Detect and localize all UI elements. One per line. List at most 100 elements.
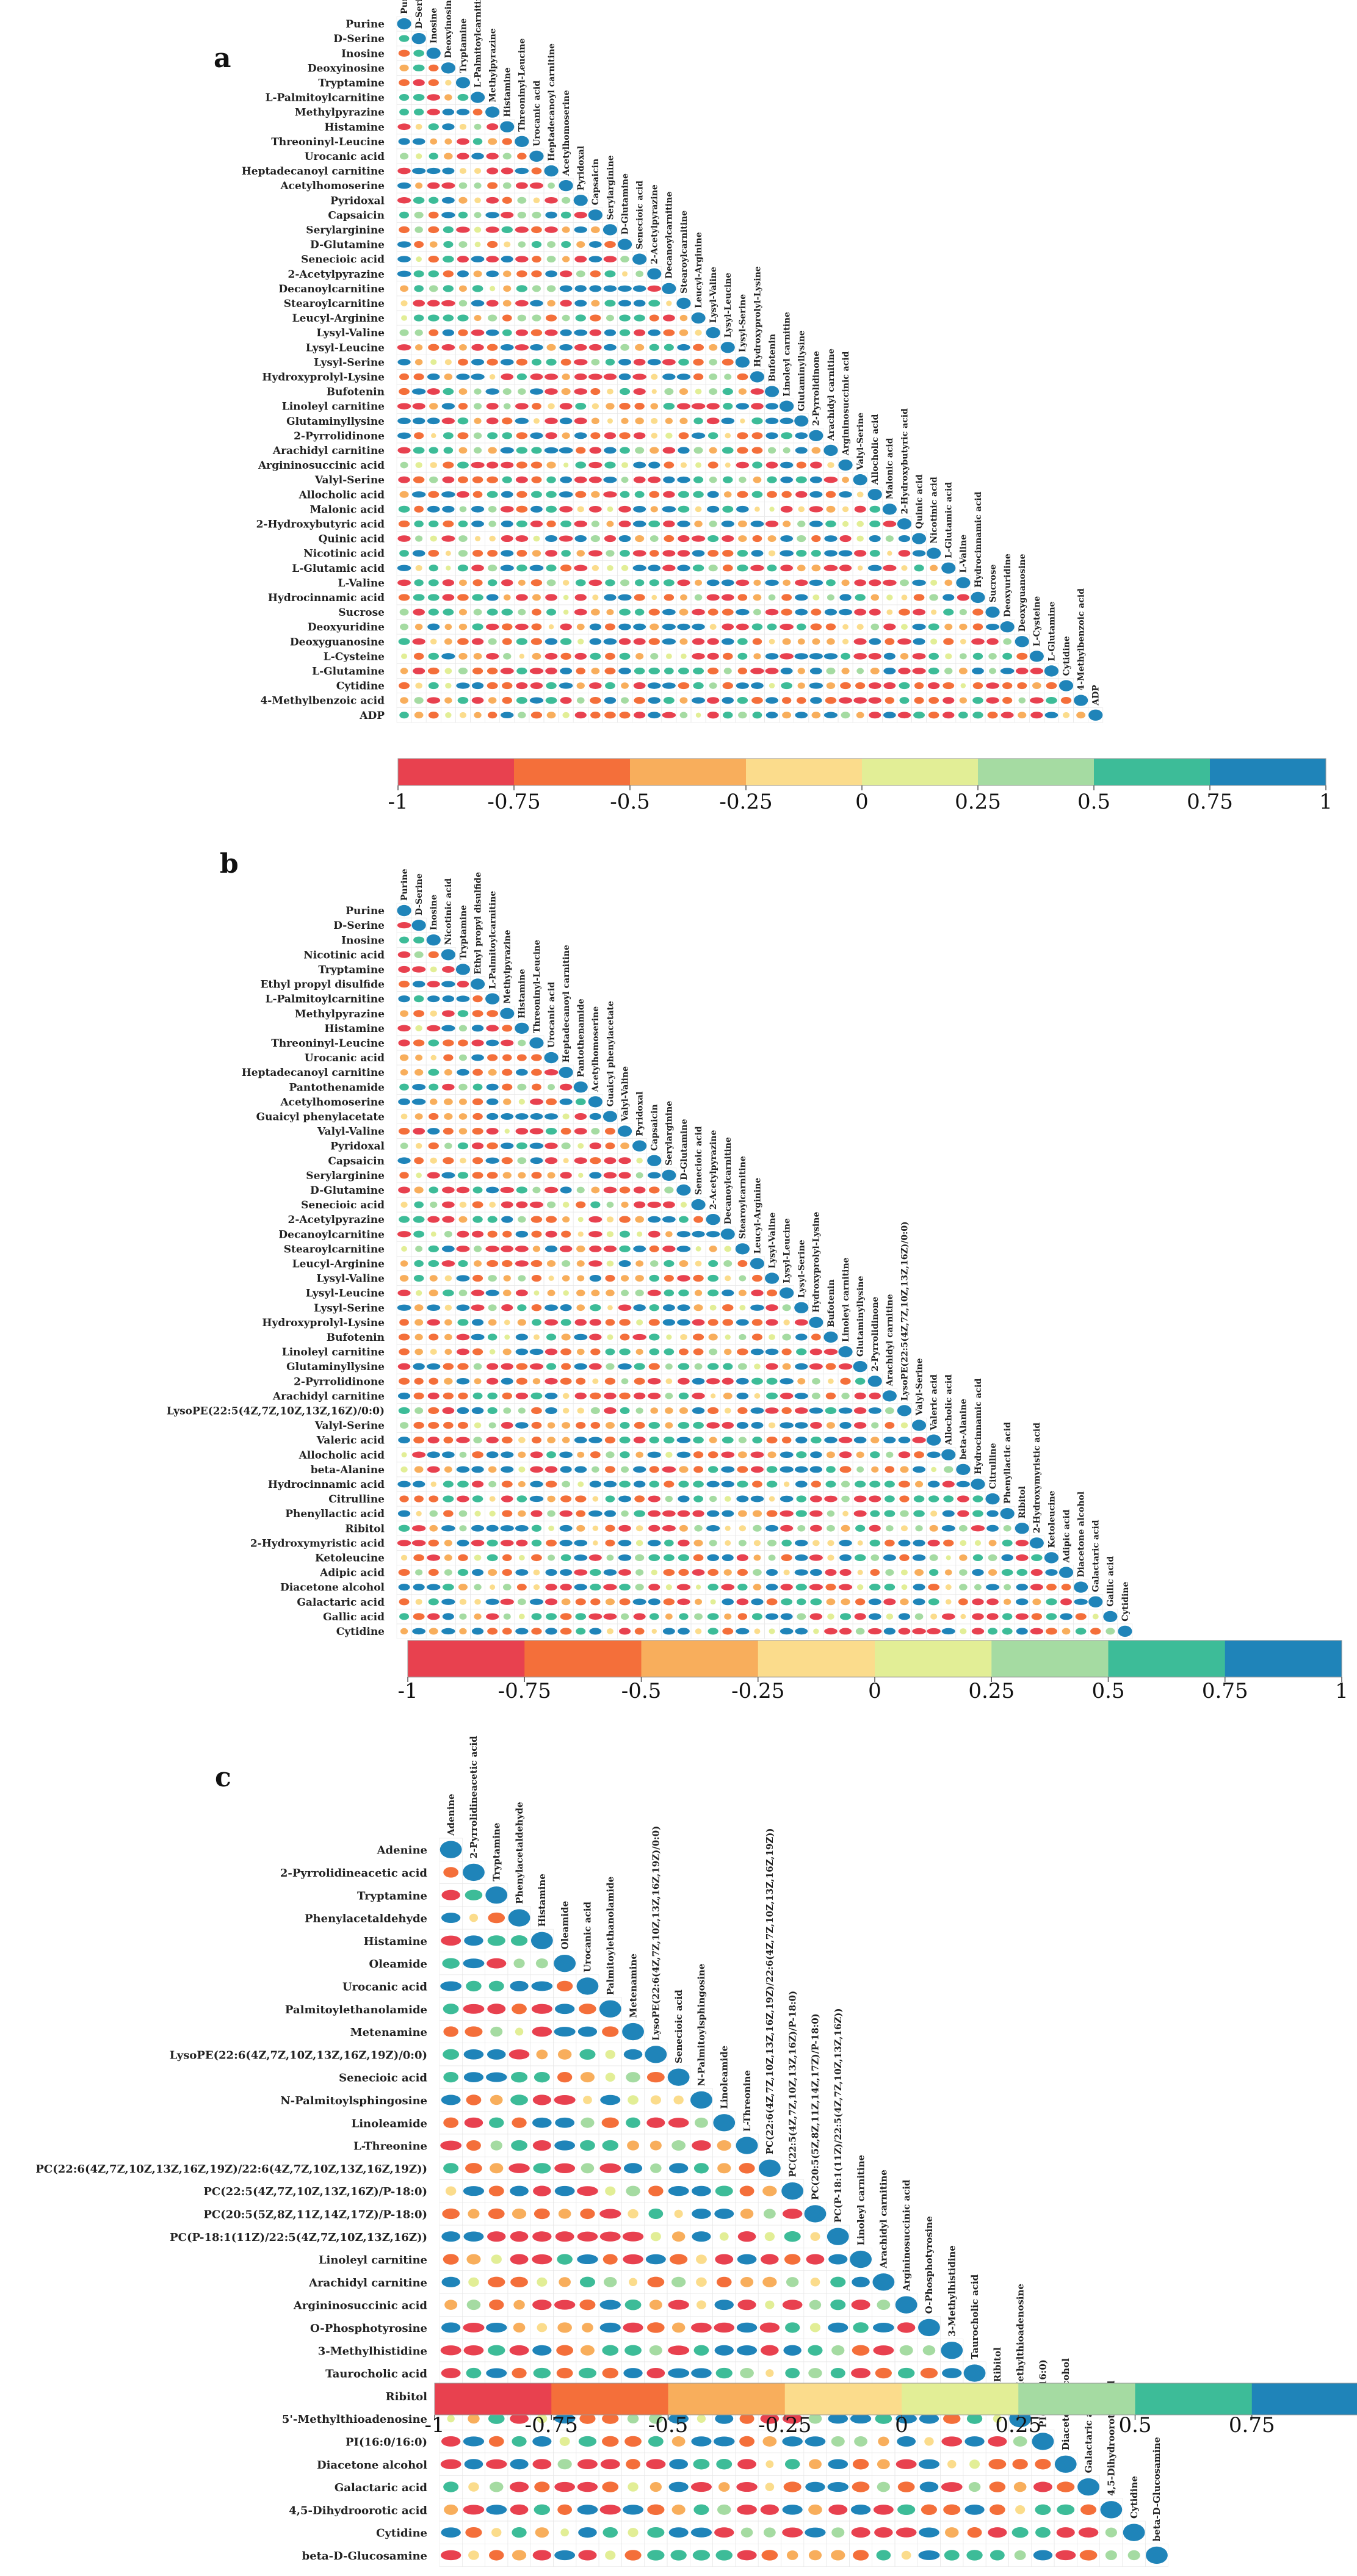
corr-mark-malonic-acid-d-glutamine [618,505,631,513]
corr-mark-hydroxyprolyl-lysine-d-serine [413,373,424,381]
corr-mark-hydroxyprolyl-lysine-tryptamine [457,1319,469,1326]
corr-mark-2-hydroxybutyric-acid-pyridoxal [574,521,588,527]
corr-mark-phenyllactic-acid-linoleyl-carnitine [842,1510,849,1517]
corr-mark-hydrocinnamic-acid-d-serine [413,594,425,601]
corr-mark-decanoylcarnitine-methylpyrazine [490,286,496,292]
corr-mark-deoxyuridine-deoxyinosine [444,624,452,630]
corr-mark-threoninyl-leucine-methylpyrazine [501,1039,514,1047]
corr-mark-stearoylcarnitine-guaicyl-phenylacetate [603,1246,617,1252]
corr-mark-adipic-acid-ethyl-propyl-disulfide [471,1568,484,1576]
corr-mark-phenyllactic-acid-hydroxyprolyl-lysine [809,1510,823,1517]
corr-mark-senecioic-acid-threoninyl-leucine [515,256,529,262]
corr-mark-deoxyuridine-heptadecanoyl-carnitine [548,624,554,630]
corr-mark-beta-alanine-threoninyl-leucine [530,1466,543,1473]
corr-mark-lysyl-serine-heptadecanoyl-carnitine [546,358,557,366]
corr-mark-l-glutamic-acid-decanoylcarnitine [662,565,676,572]
corr-mark-decanoylcarnitine-l-palmitoylcarnitine [487,1230,498,1238]
corr-mark-l-valine-d-glutamine [620,579,630,586]
corr-mark-l-cysteine-lysyl-leucine [722,652,733,660]
corr-mark-cytidine-2-pyrrolidinone [868,1628,882,1635]
corr-mark-bufotenin-valyl-valine [620,1333,630,1341]
corr-mark-heptadecanoyl-carnitine-d-serine [414,1069,424,1076]
corr-mark-l-cysteine-capsaicin [590,652,601,660]
corr-mark-l-valine-tryptamine [459,579,467,586]
corr-mark-guaicyl-phenylacetate-l-palmitoylcarnitine [487,1113,499,1120]
corr-mark-4-methylbenzoic-acid-pyridoxal [576,697,585,704]
corr-mark-hydroxyprolyl-lysine-lysyl-serine [737,373,748,381]
corr-mark-deoxyguanosine-bufotenin [769,638,775,644]
corr-mark-2-hydroxybutyric-acid-threoninyl-leucine [516,520,527,528]
corr-mark-2-acetylpyrazine-d-glutamine [622,271,628,277]
corr-mark-pyridoxal-inosine [428,1142,439,1150]
corr-mark-argininosuccinic-acid-hydroxyprolyl-lysine [752,461,762,469]
corr-mark-linoleyl-carnitine-bufotenin [765,403,779,410]
corr-mark-pantothenamide-heptadecanoyl-carnitine [559,1083,573,1091]
corr-mark-lysyl-serine-d-serine [414,1304,424,1311]
corr-mark-hydrocinnamic-acid-lysyl-serine [737,594,748,601]
diag-label-pyridoxal: Pyridoxal [576,146,586,190]
corr-mark-valeric-acid-purine [398,1437,410,1444]
corr-mark-stearoylcarnitine-2-acetylpyrazine [709,1246,717,1252]
corr-mark-gallic-acid-lysyl-serine [797,1613,806,1620]
corr-mark-beta-alanine-nicotinic-acid [444,1466,452,1473]
corr-mark-bufotenin-threoninyl-leucine [533,1334,540,1340]
corr-mark-glutaminyllysine-linoleyl-carnitine [838,1363,853,1370]
corr-mark-glutaminyllysine-decanoylcarnitine [723,1363,733,1370]
corr-mark-adp-2-pyrrolidinone [811,712,821,719]
corr-mark-senecioic-acid-acetylhomoserine [562,256,570,262]
colorbar-tick-label: -0.75 [487,790,540,814]
corr-mark-serylarginine-purine [399,226,410,234]
corr-mark-acetylhomoserine-purine [398,1098,410,1105]
corr-mark-l-cysteine-quinic-acid [912,653,926,660]
corr-mark-decanoylcarnitine-tryptamine [457,1230,469,1238]
corr-mark-lysyl-serine-lysyl-serine [794,1302,809,1313]
corr-mark-sucrose-2-pyrrolidinone [811,608,822,616]
corr-mark-cytidine-valyl-valine [618,1628,631,1635]
corr-mark-sucrose-valyl-serine [854,608,867,616]
corr-mark-cytidine-lysyl-valine [709,682,717,689]
diag-label-cytidine: Cytidine [1062,636,1071,676]
corr-mark-leucyl-arginine-d-glutamine [619,314,631,322]
corr-mark-2-pyrrolidinone-lysyl-serine [797,1377,806,1385]
corr-mark-allocholic-acid-acetylhomoserine [559,491,573,498]
corr-mark-lysyl-leucine-capsaicin [588,344,602,351]
panel-a: aPurineD-SerineInosineDeoxyinosineTrypta… [214,0,1333,814]
corr-mark-glutaminyllysine-tryptamine [457,417,469,425]
corr-mark-d-glutamine-valyl-valine [619,1186,631,1194]
corr-mark-hydroxyprolyl-lysine-threoninyl-leucine [516,373,527,381]
corr-mark-linoleyl-carnitine-lysyl-leucine [723,403,733,410]
corr-mark-histamine-d-serine [415,123,422,130]
corr-mark-2-hydroxybutyric-acid-histamine [501,520,513,527]
corr-mark-lysyl-valine-deoxyinosine [442,329,455,336]
corr-mark-lysope-22-5-4z-7z-10z-13z-16z-0-0-hydroxyprolyl-lysine [809,1407,823,1414]
corr-mark-galactaric-acid-leucyl-arginine [751,1598,764,1606]
corr-mark-senecioic-acid-capsaicin [588,256,603,262]
corr-mark-adp-allocholic-acid [869,712,881,719]
corr-mark-lysope-22-5-4z-7z-10z-13z-16z-0-0-urocanic-acid [545,1407,557,1414]
corr-mark-serylarginine-l-palmitoylcarnitine [474,226,482,233]
corr-mark-hydrocinnamic-acid-ethyl-propyl-disulfide [471,1481,484,1488]
corr-mark-cytidine-cytidine [1058,680,1074,691]
corr-mark-valyl-serine-lysyl-leucine [723,476,733,483]
diag-label-hydroxyprolyl-lysine: Hydroxyprolyl-Lysine [753,266,762,367]
corr-mark-hydrocinnamic-acid-l-palmitoylcarnitine [488,1481,497,1488]
corr-mark-lysyl-leucine-leucyl-arginine [693,344,704,351]
corr-mark-2-hydroxybutyric-acid-glutaminyllysine [797,521,806,527]
corr-mark-heptadecanoyl-carnitine-methylpyrazine [487,167,499,175]
corr-mark-allocholic-acid-histamine [518,1451,526,1458]
row-label-hydroxyprolyl-lysine: Hydroxyprolyl-Lysine [262,371,385,383]
corr-mark-tryptamine-purine [399,79,410,87]
corr-mark-valyl-serine-valyl-valine [620,1421,630,1429]
corr-mark-adp-l-cysteine [1030,712,1043,719]
corr-mark-phenyllactic-acid-lysyl-valine [766,1510,778,1517]
corr-mark-sucrose-l-valine [959,608,967,616]
corr-mark-stearoylcarnitine-inosine [428,1245,439,1252]
corr-mark-bufotenin-pyridoxal [632,1333,646,1341]
corr-mark-2-acetylpyrazine-urocanic-acid [531,270,542,278]
corr-mark-arachidyl-carnitine-inosine [429,447,438,454]
corr-mark-glutaminyllysine-methylpyrazine [486,417,499,425]
corr-mark-citrulline-2-pyrrolidinone [869,1495,881,1503]
corr-mark-beta-alanine-heptadecanoyl-carnitine [560,1466,572,1473]
corr-mark-quinic-acid-2-hydroxybutyric-acid [898,535,911,543]
corr-mark-deoxyuridine-2-acetylpyrazine [650,623,659,630]
